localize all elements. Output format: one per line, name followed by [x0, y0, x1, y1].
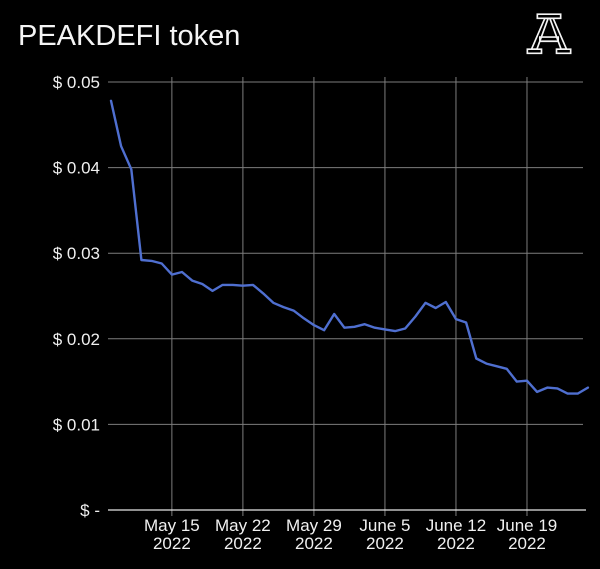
logo-left-leg — [530, 17, 550, 50]
x-tick-label: May 22 2022 — [215, 516, 271, 553]
x-tick-label: June 19 2022 — [497, 516, 558, 553]
y-tick-label: $ 0.03 — [53, 244, 100, 263]
logo-left-foot — [526, 48, 543, 55]
x-tick-label: May 29 2022 — [286, 516, 342, 553]
price-line — [109, 99, 590, 395]
logo-right-leg — [548, 17, 568, 50]
logo-top-bar — [536, 13, 562, 20]
page-title: PEAKDEFI token — [18, 20, 241, 52]
y-tick-label: $ 0.01 — [53, 415, 100, 434]
logo-crossbar — [539, 36, 559, 43]
y-tick-label: $ - — [80, 501, 100, 520]
x-tick-label: May 15 2022 — [144, 516, 200, 553]
x-tick-label: June 5 2022 — [359, 516, 410, 553]
logo-right-foot — [555, 48, 572, 55]
y-tick-label: $ 0.02 — [53, 330, 100, 349]
atlas-logo-a-icon — [526, 13, 572, 55]
chart-header: PEAKDEFI token — [0, 0, 600, 66]
y-tick-label: $ 0.05 — [53, 73, 100, 92]
x-tick-label: June 12 2022 — [426, 516, 487, 553]
y-tick-label: $ 0.04 — [53, 159, 100, 178]
